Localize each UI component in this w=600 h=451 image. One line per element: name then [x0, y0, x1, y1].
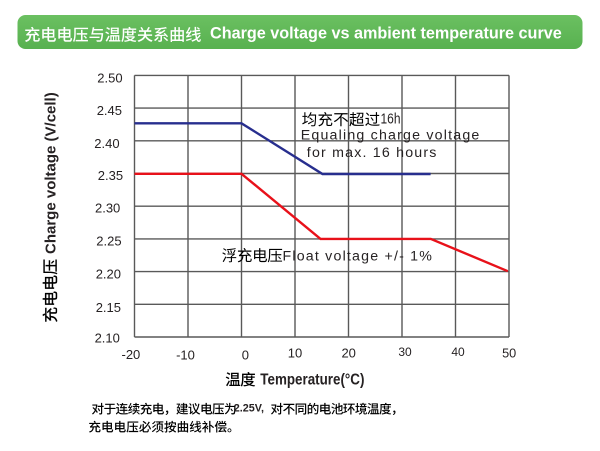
svg-text:0: 0	[242, 348, 249, 363]
svg-text:40: 40	[451, 345, 465, 359]
svg-text:16h: 16h	[381, 110, 401, 127]
svg-text:2.25: 2.25	[96, 233, 121, 248]
svg-text:2.25V,: 2.25V,	[234, 402, 264, 414]
svg-text:Charge voltage (V/cell): Charge voltage (V/cell)	[43, 92, 60, 254]
svg-text:2.40: 2.40	[94, 136, 119, 151]
svg-text:Float voltage +/- 1%: Float voltage +/- 1%	[283, 248, 434, 264]
svg-text:30: 30	[398, 345, 412, 359]
svg-text:Equaling charge voltage: Equaling charge voltage	[301, 127, 481, 143]
svg-text:2.10: 2.10	[95, 331, 120, 346]
svg-text:2.20: 2.20	[96, 267, 121, 282]
svg-text:Temperature(°C): Temperature(°C)	[260, 371, 364, 388]
svg-text:20: 20	[341, 345, 355, 360]
svg-text:50: 50	[502, 346, 516, 360]
svg-text:2.45: 2.45	[97, 103, 122, 118]
svg-text:2.15: 2.15	[96, 300, 121, 315]
svg-text:Charge voltage vs ambient temp: Charge voltage vs ambient temperature cu…	[210, 24, 562, 42]
svg-text:-10: -10	[176, 348, 195, 363]
svg-text:2.35: 2.35	[98, 168, 123, 183]
svg-text:10: 10	[288, 345, 302, 360]
svg-text:for max. 16 hours: for max. 16 hours	[307, 145, 438, 161]
svg-text:2.30: 2.30	[95, 201, 120, 216]
svg-text:2.50: 2.50	[97, 70, 122, 85]
svg-text:-20: -20	[122, 347, 141, 362]
